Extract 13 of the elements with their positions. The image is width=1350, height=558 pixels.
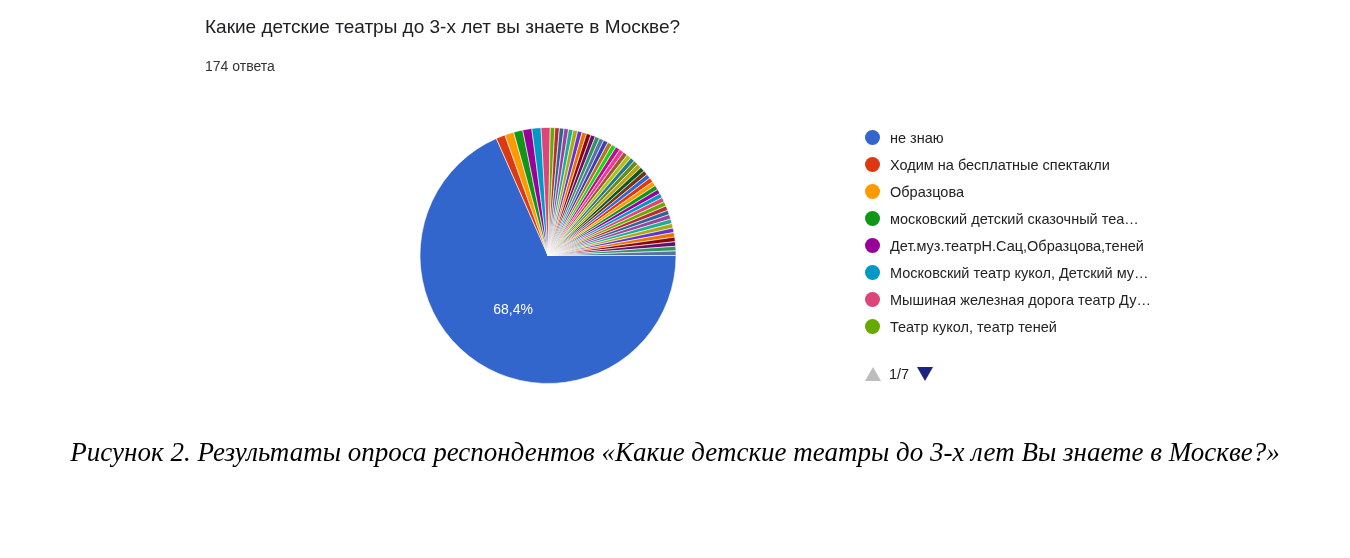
legend-label: Дет.муз.театрН.Сац,Образцова,теней	[890, 237, 1144, 254]
legend-label: московский детский сказочный теа…	[890, 210, 1139, 227]
legend-label: Ходим на бесплатные спектакли	[890, 156, 1110, 173]
legend-label: Театр кукол, театр теней	[890, 318, 1057, 335]
legend-label: не знаю	[890, 129, 944, 146]
data-label: 68,4%	[493, 301, 533, 318]
text: Рисунок 2. Результаты опроса респондентов «Какие детские театры до 3-х лет Вы знаете в Москве?»	[69, 436, 1281, 469]
text: 174 ответа	[205, 58, 275, 74]
legend-label: Образцова	[890, 183, 965, 200]
legend-label: Мышиная железная дорога театр Ду…	[890, 291, 1151, 308]
legend-label: Московский театр кукол, Детский му…	[890, 264, 1149, 281]
text: 1/7	[889, 366, 910, 382]
chart-title: Какие детские театры до 3-х лет вы знаете в Москве?	[205, 16, 681, 38]
